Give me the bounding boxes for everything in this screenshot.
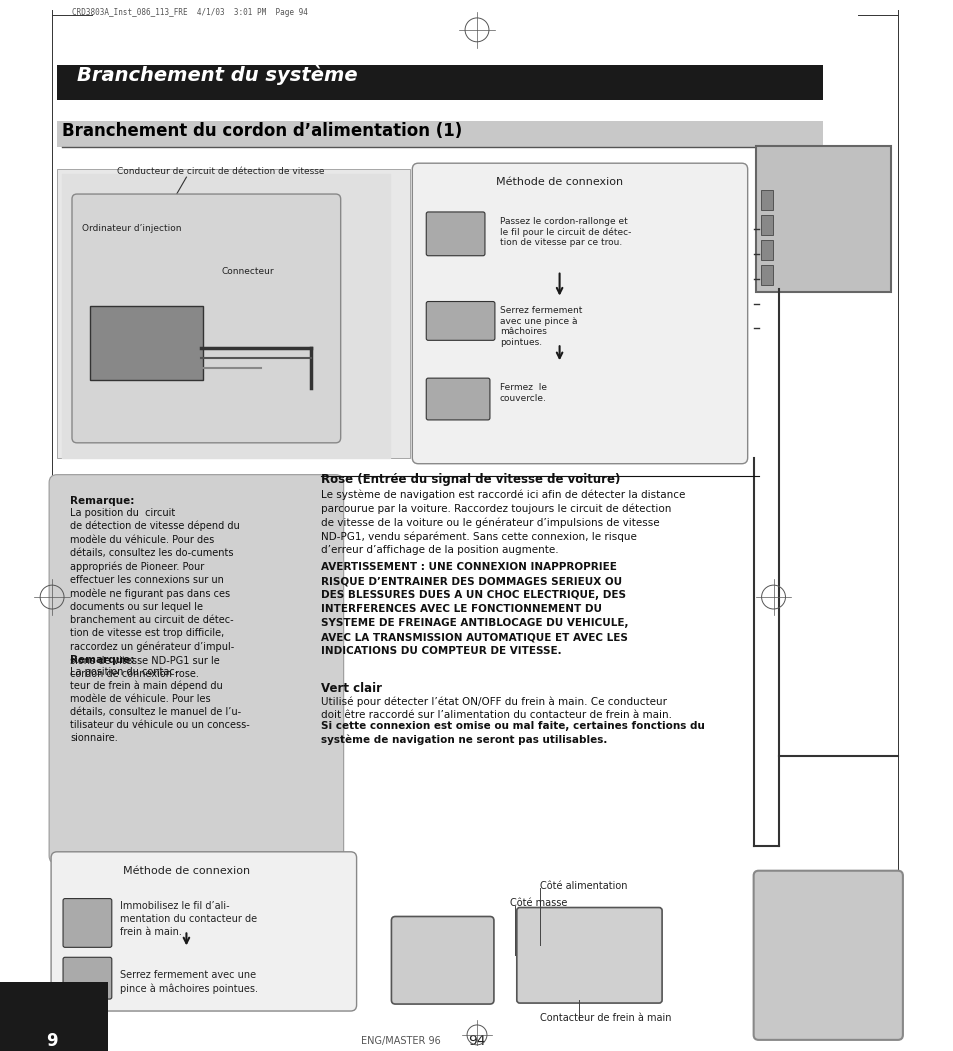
Text: Méthode de connexion: Méthode de connexion bbox=[496, 178, 622, 187]
Text: ENG/MASTER 96: ENG/MASTER 96 bbox=[360, 1036, 439, 1046]
FancyBboxPatch shape bbox=[51, 851, 356, 1011]
FancyBboxPatch shape bbox=[753, 870, 902, 1039]
Text: Ordinateur d’injection: Ordinateur d’injection bbox=[82, 224, 181, 233]
Text: Fermez  le
couvercle.: Fermez le couvercle. bbox=[499, 384, 546, 403]
FancyBboxPatch shape bbox=[63, 899, 112, 947]
Text: Rose (Entrée du signal de vitesse de voiture): Rose (Entrée du signal de vitesse de voi… bbox=[320, 473, 619, 486]
Text: Connecteur: Connecteur bbox=[221, 267, 274, 275]
Text: Remarque:: Remarque: bbox=[70, 496, 134, 506]
Text: Utilisé pour détecter l’état ON/OFF du frein à main. Ce conducteur
doit être rac: Utilisé pour détecter l’état ON/OFF du f… bbox=[320, 697, 671, 720]
FancyBboxPatch shape bbox=[391, 916, 494, 1004]
FancyBboxPatch shape bbox=[57, 65, 822, 100]
Text: 9: 9 bbox=[47, 1032, 58, 1050]
FancyBboxPatch shape bbox=[760, 215, 772, 234]
Text: Remarque:: Remarque: bbox=[70, 655, 134, 665]
FancyBboxPatch shape bbox=[57, 169, 410, 458]
Text: Le système de navigation est raccordé ici afin de détecter la distance
parcourue: Le système de navigation est raccordé ic… bbox=[320, 490, 684, 555]
Text: Conducteur de circuit de détection de vitesse: Conducteur de circuit de détection de vi… bbox=[116, 167, 324, 177]
FancyBboxPatch shape bbox=[760, 190, 772, 210]
Text: Côté alimentation: Côté alimentation bbox=[539, 881, 626, 890]
Text: Branchement du cordon d’alimentation (1): Branchement du cordon d’alimentation (1) bbox=[62, 122, 462, 141]
Text: 94: 94 bbox=[468, 1034, 485, 1048]
FancyBboxPatch shape bbox=[426, 302, 495, 341]
Text: Serrez fermement avec une
pince à mâchoires pointues.: Serrez fermement avec une pince à mâchoi… bbox=[120, 970, 257, 994]
Text: Méthode de connexion: Méthode de connexion bbox=[123, 866, 250, 875]
FancyBboxPatch shape bbox=[760, 240, 772, 260]
FancyBboxPatch shape bbox=[755, 146, 890, 291]
Text: Serrez fermement
avec une pince à
mâchoires
pointues.: Serrez fermement avec une pince à mâchoi… bbox=[499, 307, 581, 347]
FancyBboxPatch shape bbox=[426, 212, 484, 255]
FancyBboxPatch shape bbox=[49, 475, 343, 864]
Text: Passez le cordon-rallonge et
le fil pour le circuit de détec-
tion de vitesse pa: Passez le cordon-rallonge et le fil pour… bbox=[499, 217, 631, 247]
Text: Contacteur de frein à main: Contacteur de frein à main bbox=[539, 1013, 671, 1023]
FancyBboxPatch shape bbox=[517, 907, 661, 1003]
Text: Si cette connexion est omise ou mal faite, certaines fonctions du
système de nav: Si cette connexion est omise ou mal fait… bbox=[320, 721, 704, 745]
Text: Immobilisez le fil d’ali-
mentation du contacteur de
frein à main.: Immobilisez le fil d’ali- mentation du c… bbox=[120, 901, 256, 936]
FancyBboxPatch shape bbox=[90, 307, 203, 380]
Text: Vert clair: Vert clair bbox=[320, 682, 381, 695]
FancyBboxPatch shape bbox=[426, 378, 490, 420]
Text: La position du  circuit
de détection de vitesse dépend du
modèle du véhicule. Po: La position du circuit de détection de v… bbox=[70, 508, 239, 679]
FancyBboxPatch shape bbox=[760, 265, 772, 285]
Text: La position du contac-
teur de frein à main dépend du
modèle de véhicule. Pour l: La position du contac- teur de frein à m… bbox=[70, 666, 250, 743]
Text: AVERTISSEMENT : UNE CONNEXION INAPPROPRIEE
RISQUE D’ENTRAINER DES DOMMAGES SERIE: AVERTISSEMENT : UNE CONNEXION INAPPROPRI… bbox=[320, 562, 628, 656]
FancyBboxPatch shape bbox=[412, 163, 747, 463]
Text: Côté masse: Côté masse bbox=[509, 898, 567, 908]
FancyBboxPatch shape bbox=[71, 194, 340, 442]
Text: Branchement du système: Branchement du système bbox=[77, 64, 357, 85]
FancyBboxPatch shape bbox=[57, 122, 822, 147]
FancyBboxPatch shape bbox=[63, 957, 112, 1000]
Text: CRD3803A_Inst_086_113_FRE  4/1/03  3:01 PM  Page 94: CRD3803A_Inst_086_113_FRE 4/1/03 3:01 PM… bbox=[71, 8, 308, 17]
